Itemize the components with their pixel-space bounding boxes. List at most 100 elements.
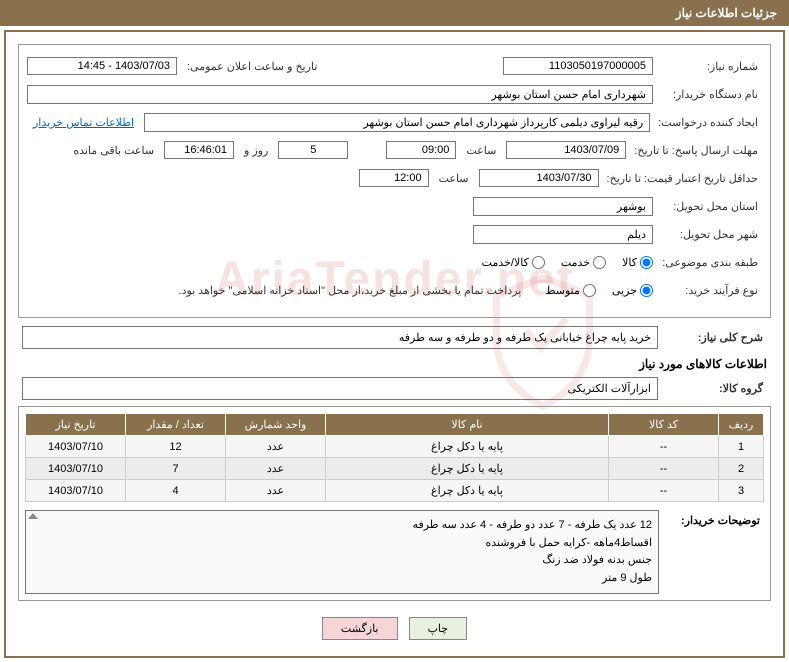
contact-link[interactable]: اطلاعات تماس خریدار xyxy=(27,116,140,129)
time-label-1: ساعت xyxy=(460,144,502,157)
table-cell: 1 xyxy=(719,436,764,458)
days-and-label: روز و xyxy=(238,144,274,157)
buyer-notes-label: توضیحات خریدار: xyxy=(659,510,764,531)
radio-service-input[interactable] xyxy=(593,256,606,269)
th-date: تاریخ نیاز xyxy=(26,414,126,436)
details-section: شماره نیاز: 1103050197000005 تاریخ و ساع… xyxy=(18,44,771,318)
deadline-send-time: 09:00 xyxy=(386,141,456,159)
radio-service[interactable]: خدمت xyxy=(561,256,606,269)
buyer-notes-row: توضیحات خریدار: 12 عدد یک طرفه - 7 عدد د… xyxy=(25,510,764,594)
row-category: طبقه بندی موضوعی: کالا خدمت کالا/خدمت xyxy=(27,251,762,273)
table-cell: 3 xyxy=(719,480,764,502)
province-value: بوشهر xyxy=(473,197,653,216)
table-cell: 1403/07/10 xyxy=(26,436,126,458)
row-purchase-type: نوع فرآیند خرید: جزیی متوسط پرداخت تمام … xyxy=(27,279,762,301)
city-label: شهر محل تحویل: xyxy=(657,228,762,241)
buyer-note-line: طول 9 متر xyxy=(32,570,652,588)
announce-value: 1403/07/03 - 14:45 xyxy=(27,57,177,75)
row-need-desc: شرح کلی نیاز: خرید پایه چراغ خیابانی یک … xyxy=(18,326,771,349)
validity-label: حداقل تاریخ اعتبار قیمت: تا تاریخ: xyxy=(603,172,762,185)
buyer-note-line: 12 عدد یک طرفه - 7 عدد دو طرفه - 4 عدد س… xyxy=(32,517,652,535)
th-row: ردیف xyxy=(719,414,764,436)
buyer-notes-box: 12 عدد یک طرفه - 7 عدد دو طرفه - 4 عدد س… xyxy=(25,510,659,594)
content-area: AriaTender.net شماره نیاز: 1103050197000… xyxy=(4,30,785,658)
deadline-send-label: مهلت ارسال پاسخ: تا تاریخ: xyxy=(630,144,762,157)
table-cell: 1403/07/10 xyxy=(26,458,126,480)
row-buyer-org: نام دستگاه خریدار: شهرداری امام حسن استا… xyxy=(27,83,762,105)
announce-label: تاریخ و ساعت اعلان عمومی: xyxy=(181,60,323,73)
time-label-2: ساعت xyxy=(433,172,475,185)
row-city: شهر محل تحویل: دیلم xyxy=(27,223,762,245)
province-label: استان محل تحویل: xyxy=(657,200,762,213)
buyer-note-line: جنس بدنه فولاد ضد زنگ xyxy=(32,552,652,570)
table-cell: -- xyxy=(609,458,719,480)
goods-group-value: ابزارآلات الکتریکی xyxy=(22,377,658,400)
countdown-value: 16:46:01 xyxy=(164,141,234,159)
city-value: دیلم xyxy=(473,225,653,244)
table-cell: 12 xyxy=(126,436,226,458)
table-cell: عدد xyxy=(226,480,326,502)
requester-value: رقیه لیراوی دیلمی کارپرداز شهرداری امام … xyxy=(144,113,650,132)
need-desc-label: شرح کلی نیاز: xyxy=(662,331,767,344)
page-title-bar: جزئیات اطلاعات نیاز xyxy=(0,0,789,26)
th-code: کد کالا xyxy=(609,414,719,436)
page-title: جزئیات اطلاعات نیاز xyxy=(676,6,777,20)
th-unit: واحد شمارش xyxy=(226,414,326,436)
buyer-org-value: شهرداری امام حسن استان بوشهر xyxy=(27,85,653,104)
radio-minor[interactable]: جزیی xyxy=(612,284,653,297)
radio-good-service[interactable]: کالا/خدمت xyxy=(482,256,545,269)
category-radio-group: کالا خدمت کالا/خدمت xyxy=(470,256,653,269)
row-validity: حداقل تاریخ اعتبار قیمت: تا تاریخ: 1403/… xyxy=(27,167,762,189)
goods-section-title: اطلاعات کالاهای مورد نیاز xyxy=(22,357,767,371)
th-qty: تعداد / مقدار xyxy=(126,414,226,436)
main-container: جزئیات اطلاعات نیاز AriaTender.net شماره… xyxy=(0,0,789,658)
buyer-org-label: نام دستگاه خریدار: xyxy=(657,88,762,101)
table-header-row: ردیف کد کالا نام کالا واحد شمارش تعداد /… xyxy=(26,414,764,436)
row-goods-group: گروه کالا: ابزارآلات الکتریکی xyxy=(18,377,771,400)
scroll-up-icon xyxy=(28,513,38,519)
row-deadline-send: مهلت ارسال پاسخ: تا تاریخ: 1403/07/09 سا… xyxy=(27,139,762,161)
radio-good-service-input[interactable] xyxy=(532,256,545,269)
days-value: 5 xyxy=(278,141,348,159)
table-section: ردیف کد کالا نام کالا واحد شمارش تعداد /… xyxy=(18,406,771,601)
radio-good[interactable]: کالا xyxy=(622,256,653,269)
goods-table: ردیف کد کالا نام کالا واحد شمارش تعداد /… xyxy=(25,413,764,502)
purchase-radio-group: جزیی متوسط xyxy=(533,284,653,297)
table-cell: عدد xyxy=(226,436,326,458)
buyer-note-line: اقساط4ماهه -کرایه حمل با فروشنده xyxy=(32,535,652,553)
row-province: استان محل تحویل: بوشهر xyxy=(27,195,762,217)
row-requester: ایجاد کننده درخواست: رقیه لیراوی دیلمی ک… xyxy=(27,111,762,133)
radio-good-input[interactable] xyxy=(640,256,653,269)
table-row: 2--پایه یا دکل چراغعدد71403/07/10 xyxy=(26,458,764,480)
table-cell: پایه یا دکل چراغ xyxy=(326,480,609,502)
remaining-label: ساعت باقی مانده xyxy=(67,144,160,157)
table-row: 3--پایه یا دکل چراغعدد41403/07/10 xyxy=(26,480,764,502)
goods-group-label: گروه کالا: xyxy=(662,382,767,395)
table-cell: 7 xyxy=(126,458,226,480)
table-cell: 4 xyxy=(126,480,226,502)
need-desc-text: خرید پایه چراغ خیابانی یک طرفه و دو طرفه… xyxy=(22,326,658,349)
radio-minor-input[interactable] xyxy=(640,284,653,297)
requester-label: ایجاد کننده درخواست: xyxy=(654,116,762,129)
validity-time: 12:00 xyxy=(359,169,429,187)
radio-medium-input[interactable] xyxy=(583,284,596,297)
validity-date: 1403/07/30 xyxy=(479,169,599,187)
table-cell: پایه یا دکل چراغ xyxy=(326,436,609,458)
purchase-type-label: نوع فرآیند خرید: xyxy=(657,284,762,297)
print-button[interactable]: چاپ xyxy=(409,617,468,640)
row-need-number: شماره نیاز: 1103050197000005 تاریخ و ساع… xyxy=(27,55,762,77)
table-cell: 2 xyxy=(719,458,764,480)
category-label: طبقه بندی موضوعی: xyxy=(657,256,762,269)
back-button[interactable]: بازگشت xyxy=(322,617,398,640)
table-cell: -- xyxy=(609,480,719,502)
table-cell: 1403/07/10 xyxy=(26,480,126,502)
table-row: 1--پایه یا دکل چراغعدد121403/07/10 xyxy=(26,436,764,458)
table-cell: عدد xyxy=(226,458,326,480)
table-cell: -- xyxy=(609,436,719,458)
th-name: نام کالا xyxy=(326,414,609,436)
button-row: چاپ بازگشت xyxy=(18,609,771,644)
table-cell: پایه یا دکل چراغ xyxy=(326,458,609,480)
purchase-note: پرداخت تمام یا بخشی از مبلغ خرید،از محل … xyxy=(179,284,530,297)
need-number-value: 1103050197000005 xyxy=(503,57,653,75)
radio-medium[interactable]: متوسط xyxy=(545,284,596,297)
